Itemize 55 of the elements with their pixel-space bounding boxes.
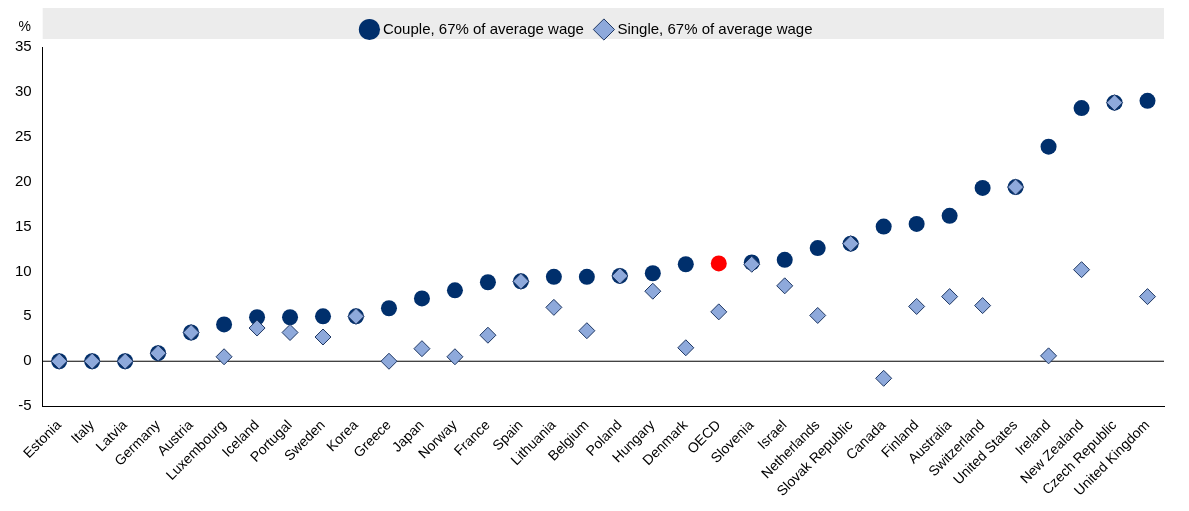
point bbox=[281, 324, 299, 342]
point bbox=[545, 298, 563, 316]
point bbox=[479, 274, 496, 291]
point bbox=[545, 268, 562, 285]
legend-label: Couple, 67% of average wage bbox=[382, 19, 584, 37]
point bbox=[644, 265, 661, 282]
point bbox=[578, 268, 595, 285]
point bbox=[941, 288, 959, 306]
point bbox=[941, 207, 958, 224]
point bbox=[215, 348, 233, 366]
point bbox=[710, 255, 727, 272]
point bbox=[710, 303, 728, 321]
point bbox=[875, 218, 892, 235]
legend-label: Single, 67% of average wage bbox=[617, 19, 813, 37]
y-tick-label: -5 bbox=[18, 396, 32, 414]
point bbox=[677, 256, 694, 273]
point bbox=[446, 348, 464, 366]
point bbox=[1073, 100, 1090, 117]
point bbox=[315, 308, 332, 325]
point bbox=[776, 277, 794, 295]
point bbox=[413, 340, 431, 358]
point bbox=[809, 240, 826, 257]
point bbox=[677, 339, 695, 357]
point bbox=[875, 369, 893, 387]
y-tick-label: 30 bbox=[15, 82, 32, 100]
point bbox=[908, 215, 925, 232]
y-tick-label: 25 bbox=[15, 126, 32, 144]
point bbox=[974, 297, 992, 315]
point bbox=[446, 282, 463, 299]
y-tick-label: 35 bbox=[15, 37, 32, 55]
point bbox=[908, 297, 926, 315]
point bbox=[1139, 288, 1157, 306]
point bbox=[216, 316, 233, 333]
point bbox=[1040, 138, 1057, 155]
point bbox=[578, 322, 596, 340]
point bbox=[776, 251, 793, 268]
point bbox=[248, 319, 266, 337]
y-tick-label: 20 bbox=[15, 171, 32, 189]
y-tick-label: 5 bbox=[23, 306, 32, 324]
point bbox=[809, 306, 827, 324]
point bbox=[282, 309, 299, 326]
point bbox=[1073, 261, 1091, 279]
y-tick-label: 0 bbox=[23, 351, 32, 369]
point bbox=[380, 300, 397, 317]
point bbox=[974, 179, 991, 196]
point bbox=[644, 282, 662, 300]
point bbox=[413, 290, 430, 307]
y-tick-label: 10 bbox=[15, 261, 32, 279]
y-tick-label: 15 bbox=[15, 216, 32, 234]
point bbox=[1040, 347, 1058, 365]
point bbox=[314, 328, 332, 346]
y-axis-title: % bbox=[18, 17, 31, 34]
point bbox=[1139, 92, 1156, 109]
point bbox=[479, 326, 497, 344]
point bbox=[380, 352, 398, 370]
